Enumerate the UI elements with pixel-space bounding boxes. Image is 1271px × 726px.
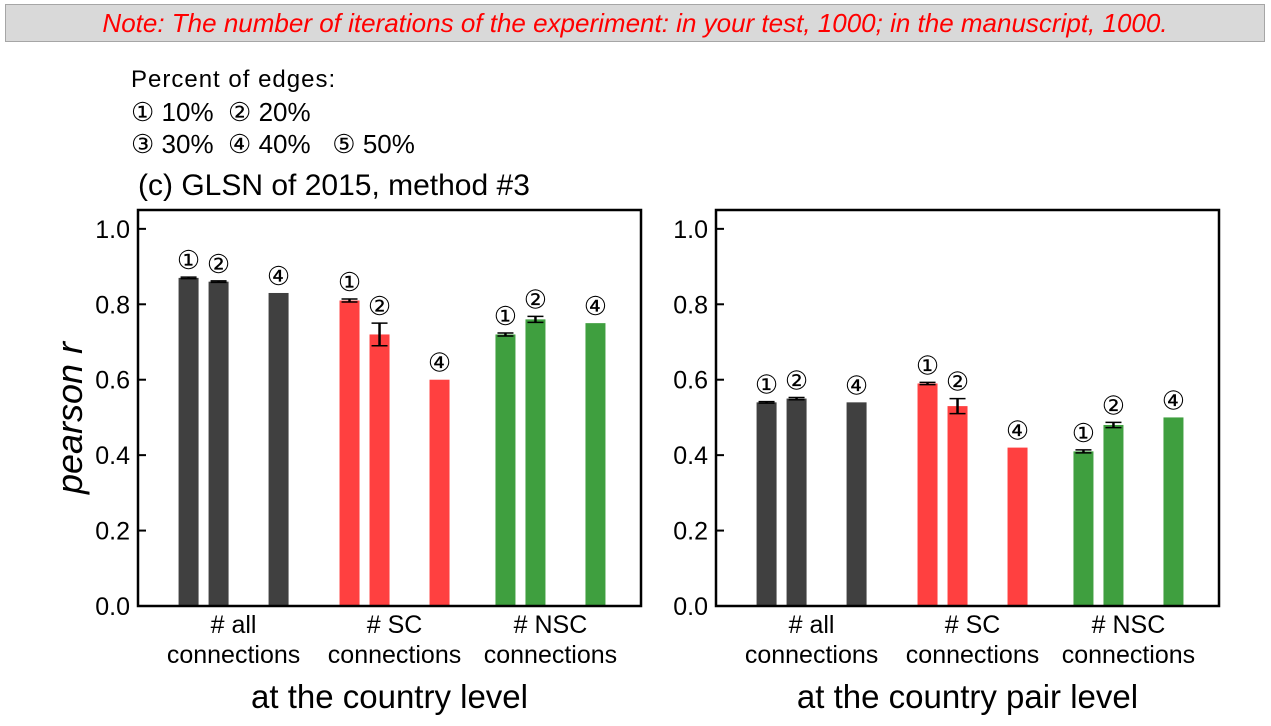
percent-marker-p2-c3-s1: ① (1072, 418, 1095, 448)
legend-entry-40: ④ 40% (228, 129, 311, 159)
ytick-label-p1-1: 0.2 (95, 518, 130, 546)
category-label-p2-c3-l2: connections (1062, 641, 1195, 669)
bar-p2-c1-s1 (756, 402, 777, 606)
percent-marker-p1-c1-s1: ① (177, 245, 200, 275)
percent-marker-p1-c1-s4: ④ (267, 261, 290, 291)
percent-marker-p2-c3-s2: ② (1102, 390, 1125, 420)
legend-row-1: ① 10% ② 20% (131, 96, 415, 128)
plot-frame-p2 (714, 208, 1221, 608)
percent-marker-p1-c2-s1: ① (338, 267, 361, 297)
legend-entry-10: ① 10% (131, 97, 214, 127)
plot-frame-p1 (136, 208, 643, 608)
percent-marker-p1-c3-s2: ② (524, 284, 547, 314)
percent-legend: Percent of edges: ① 10% ② 20% ③ 30% ④ 40… (131, 64, 415, 160)
category-label-p1-c3-l2: connections (484, 641, 617, 669)
percent-marker-p2-c1-s4: ④ (845, 370, 868, 400)
ytick-label-p1-5: 1.0 (95, 216, 130, 244)
bar-p2-c2-s2 (947, 406, 968, 606)
category-label-p1-c1-l2: connections (167, 641, 300, 669)
category-label-p1-c2-l2: connections (328, 641, 461, 669)
category-label-p2-c3-l1: # NSC (1092, 611, 1166, 639)
bar-p1-c3-s4 (585, 323, 606, 606)
bar-p2-c1-s4 (846, 402, 867, 606)
percent-marker-p2-c2-s4: ④ (1006, 416, 1029, 446)
bar-p1-c2-s1 (339, 300, 360, 606)
bar-p2-c2-s4 (1007, 447, 1028, 606)
category-label-p2-c1-l2: connections (745, 641, 878, 669)
percent-marker-p1-c1-s2: ② (207, 249, 230, 279)
legend-entry-20: ② 20% (228, 97, 311, 127)
chart-title-p1: (c) GLSN of 2015, method #3 (138, 169, 530, 202)
bar-p1-c3-s1 (495, 334, 516, 606)
percent-marker-p1-c2-s2: ② (368, 291, 391, 321)
percent-marker-p2-c1-s2: ② (785, 365, 808, 395)
category-label-p2-c1-l1: # all (789, 611, 835, 639)
ytick-label-p1-3: 0.6 (95, 367, 130, 395)
bar-p1-c1-s1 (178, 277, 199, 606)
ytick-label-p2-5: 1.0 (673, 216, 708, 244)
y-axis-label-p1: pearson r (49, 340, 90, 495)
category-label-p1-c3-l1: # NSC (514, 611, 588, 639)
category-label-p1-c2-l1: # SC (367, 611, 423, 639)
percent-marker-p1-c2-s4: ④ (428, 348, 451, 378)
x-axis-label-p2: at the country pair level (797, 678, 1138, 715)
ytick-label-p1-4: 0.8 (95, 291, 130, 319)
ytick-label-p2-3: 0.6 (673, 367, 708, 395)
percent-marker-p2-c1-s1: ① (755, 370, 778, 400)
ytick-label-p1-2: 0.4 (95, 442, 130, 470)
ytick-label-p2-1: 0.2 (673, 518, 708, 546)
bar-p2-c2-s1 (917, 383, 938, 606)
ytick-label-p2-2: 0.4 (673, 442, 708, 470)
bar-p2-c3-s1 (1073, 451, 1094, 606)
bar-p2-c3-s2 (1103, 424, 1124, 606)
ytick-label-p2-0: 0.0 (673, 593, 708, 621)
percent-marker-p1-c3-s4: ④ (584, 291, 607, 321)
legend-entry-50: ⑤ 50% (332, 129, 415, 159)
percent-marker-p2-c2-s1: ① (916, 350, 939, 380)
percent-marker-p1-c3-s1: ① (494, 301, 517, 331)
ytick-label-p1-0: 0.0 (95, 593, 130, 621)
bar-p2-c1-s2 (786, 398, 807, 606)
category-label-p1-c1-l1: # all (211, 611, 257, 639)
category-label-p2-c2-l2: connections (906, 641, 1039, 669)
iteration-note: Note: The number of iterations of the ex… (5, 4, 1265, 42)
bar-p1-c1-s4 (268, 292, 289, 606)
ytick-label-p2-4: 0.8 (673, 291, 708, 319)
bar-p1-c2-s2 (369, 334, 390, 606)
bar-p2-c3-s4 (1163, 417, 1184, 606)
percent-marker-p2-c3-s4: ④ (1162, 385, 1185, 415)
legend-entry-30: ③ 30% (131, 129, 214, 159)
legend-row-2: ③ 30% ④ 40% ⑤ 50% (131, 128, 415, 160)
percent-marker-p2-c2-s2: ② (946, 367, 969, 397)
bar-p1-c2-s4 (429, 379, 450, 606)
x-axis-label-p1: at the country level (251, 678, 528, 715)
category-label-p2-c2-l1: # SC (945, 611, 1001, 639)
bar-p1-c3-s2 (525, 319, 546, 606)
bar-p1-c1-s2 (208, 281, 229, 606)
legend-title: Percent of edges: (131, 66, 337, 93)
